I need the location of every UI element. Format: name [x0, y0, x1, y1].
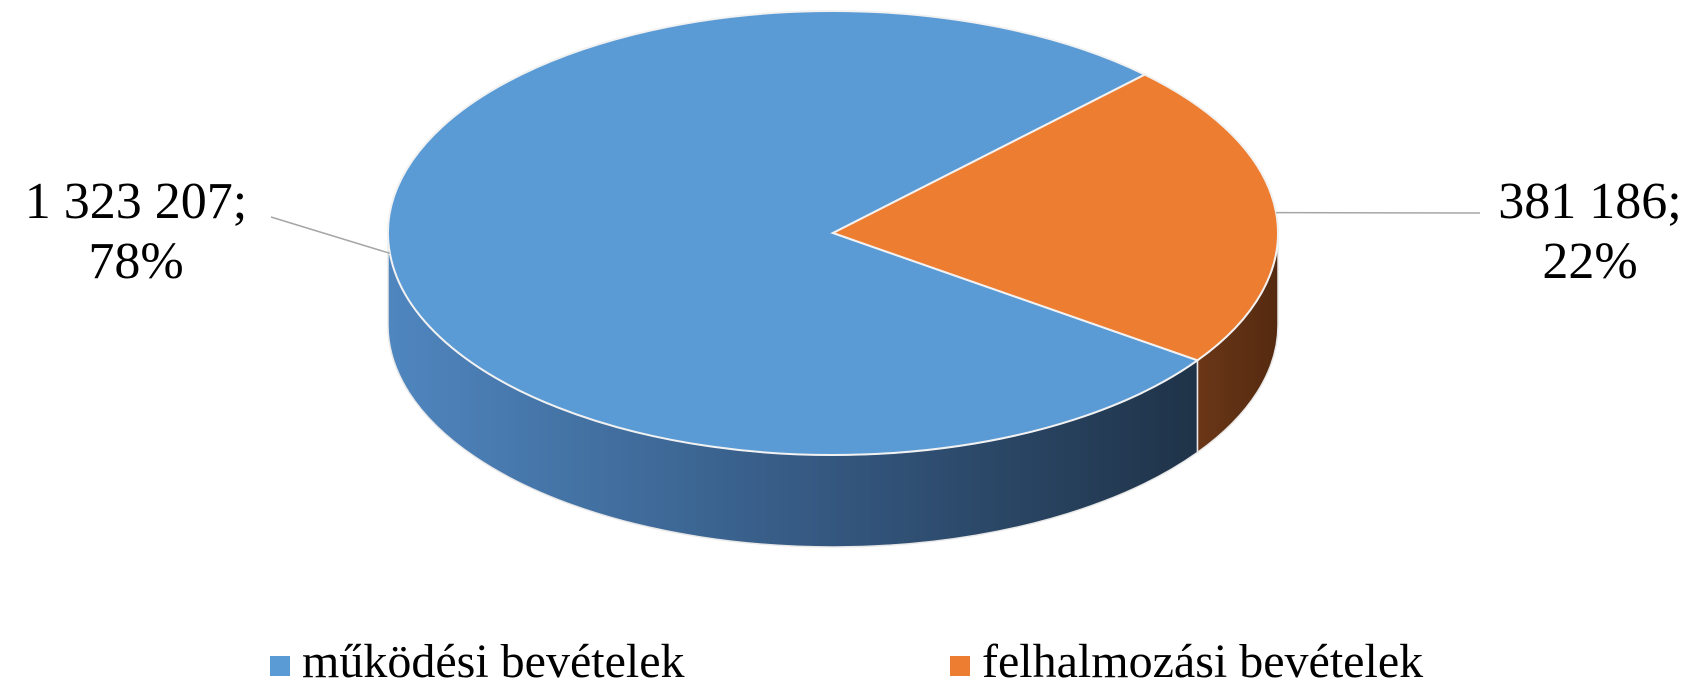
legend-swatch — [270, 656, 290, 676]
data-label: 78% — [88, 233, 183, 290]
data-label: 1 323 207; — [25, 173, 247, 230]
leader-line — [270, 216, 391, 255]
legend-swatch — [950, 656, 970, 676]
data-label: 22% — [1542, 233, 1637, 290]
slice — [830, 73, 1279, 362]
data-label: 381 186; — [1498, 173, 1681, 230]
legend-label: felhalmozási bevételek — [982, 635, 1423, 687]
legend-label: működési bevételek — [302, 635, 685, 687]
